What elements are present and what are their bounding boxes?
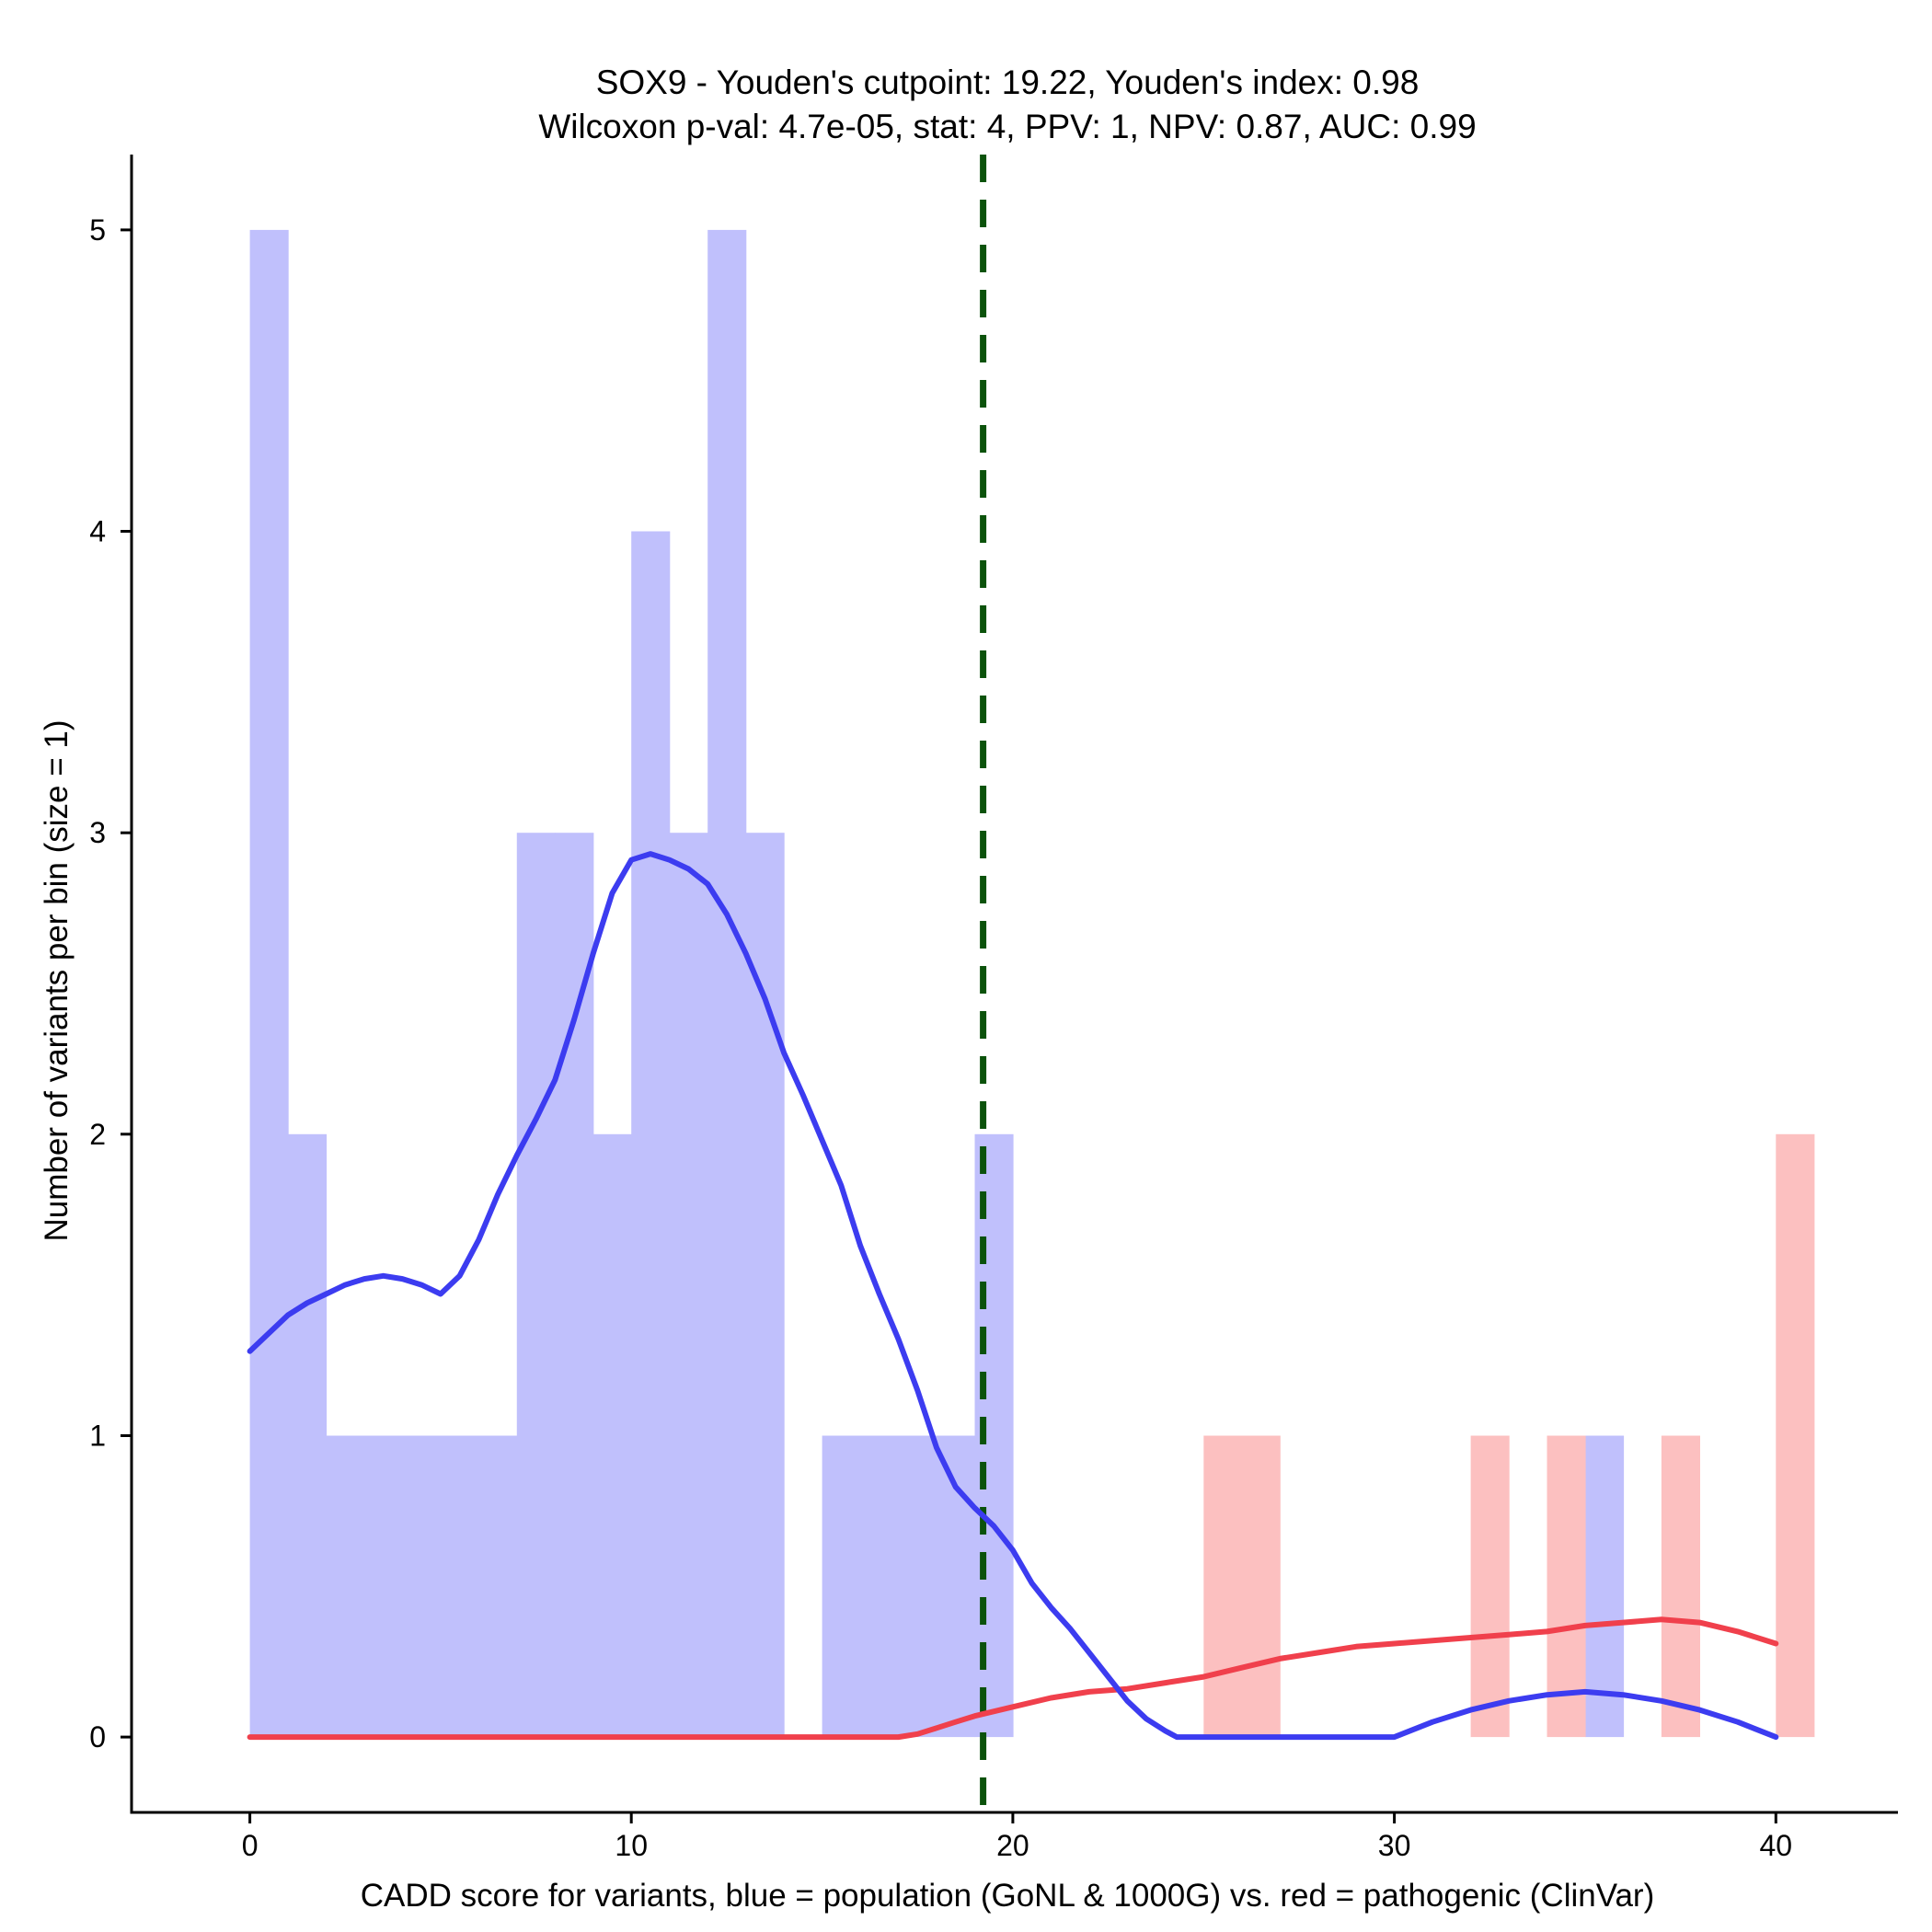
population-bar: [326, 1435, 365, 1738]
population-bar: [249, 229, 289, 1738]
population-bar: [669, 833, 708, 1738]
x-axis-label: CADD score for variants, blue = populati…: [361, 1878, 1655, 1914]
y-axis-label: Number of variants per bin (size = 1): [39, 719, 75, 1241]
y-tick-label: 0: [89, 1720, 106, 1754]
y-tick-label: 4: [89, 515, 106, 548]
pathogenic-bar: [1241, 1435, 1281, 1738]
population-bar: [707, 229, 747, 1738]
pathogenic-bar: [1470, 1435, 1510, 1738]
population-bar: [898, 1435, 937, 1738]
chart-title-line-1: SOX9 - Youden's cutpoint: 19.22, Youden'…: [596, 63, 1420, 101]
population-bar: [478, 1435, 518, 1738]
x-tick-label: 30: [1378, 1829, 1411, 1862]
population-bar: [402, 1435, 442, 1738]
population-bar: [631, 531, 671, 1737]
population-density-curve: [247, 851, 1779, 1741]
pathogenic-bars: [1203, 1133, 1815, 1738]
y-tick-label: 1: [89, 1420, 106, 1453]
pathogenic-bar: [1776, 1133, 1815, 1738]
y-tick-label: 5: [89, 213, 106, 247]
x-tick-label: 0: [242, 1829, 259, 1862]
population-bar: [592, 1133, 632, 1738]
pathogenic-bar: [1547, 1435, 1586, 1738]
x-tick-label: 40: [1760, 1829, 1793, 1862]
chart-title-line-2: Wilcoxon p-val: 4.7e-05, stat: 4, PPV: 1…: [538, 108, 1476, 145]
population-bar: [745, 833, 785, 1738]
population-bar: [937, 1435, 976, 1738]
population-bar: [288, 1133, 328, 1738]
population-bar: [364, 1435, 404, 1738]
pathogenic-bar: [1203, 1435, 1243, 1738]
population-bar: [860, 1435, 900, 1738]
population-bars: [249, 229, 1625, 1738]
population-bar: [440, 1435, 479, 1738]
population-bar: [1585, 1435, 1625, 1738]
pathogenic-density-curve: [247, 1616, 1779, 1741]
x-tick-label: 10: [615, 1829, 648, 1862]
x-tick-label: 20: [996, 1829, 1029, 1862]
population-bar: [516, 833, 556, 1738]
population-bar: [822, 1435, 861, 1738]
y-tick-label: 3: [89, 816, 106, 849]
y-tick-label: 2: [89, 1118, 106, 1151]
density-curves: [247, 851, 1779, 1741]
axes: 0 10 20 30 40 0 1 2 3 4 5: [89, 155, 1898, 1862]
pathogenic-bar: [1661, 1435, 1700, 1738]
